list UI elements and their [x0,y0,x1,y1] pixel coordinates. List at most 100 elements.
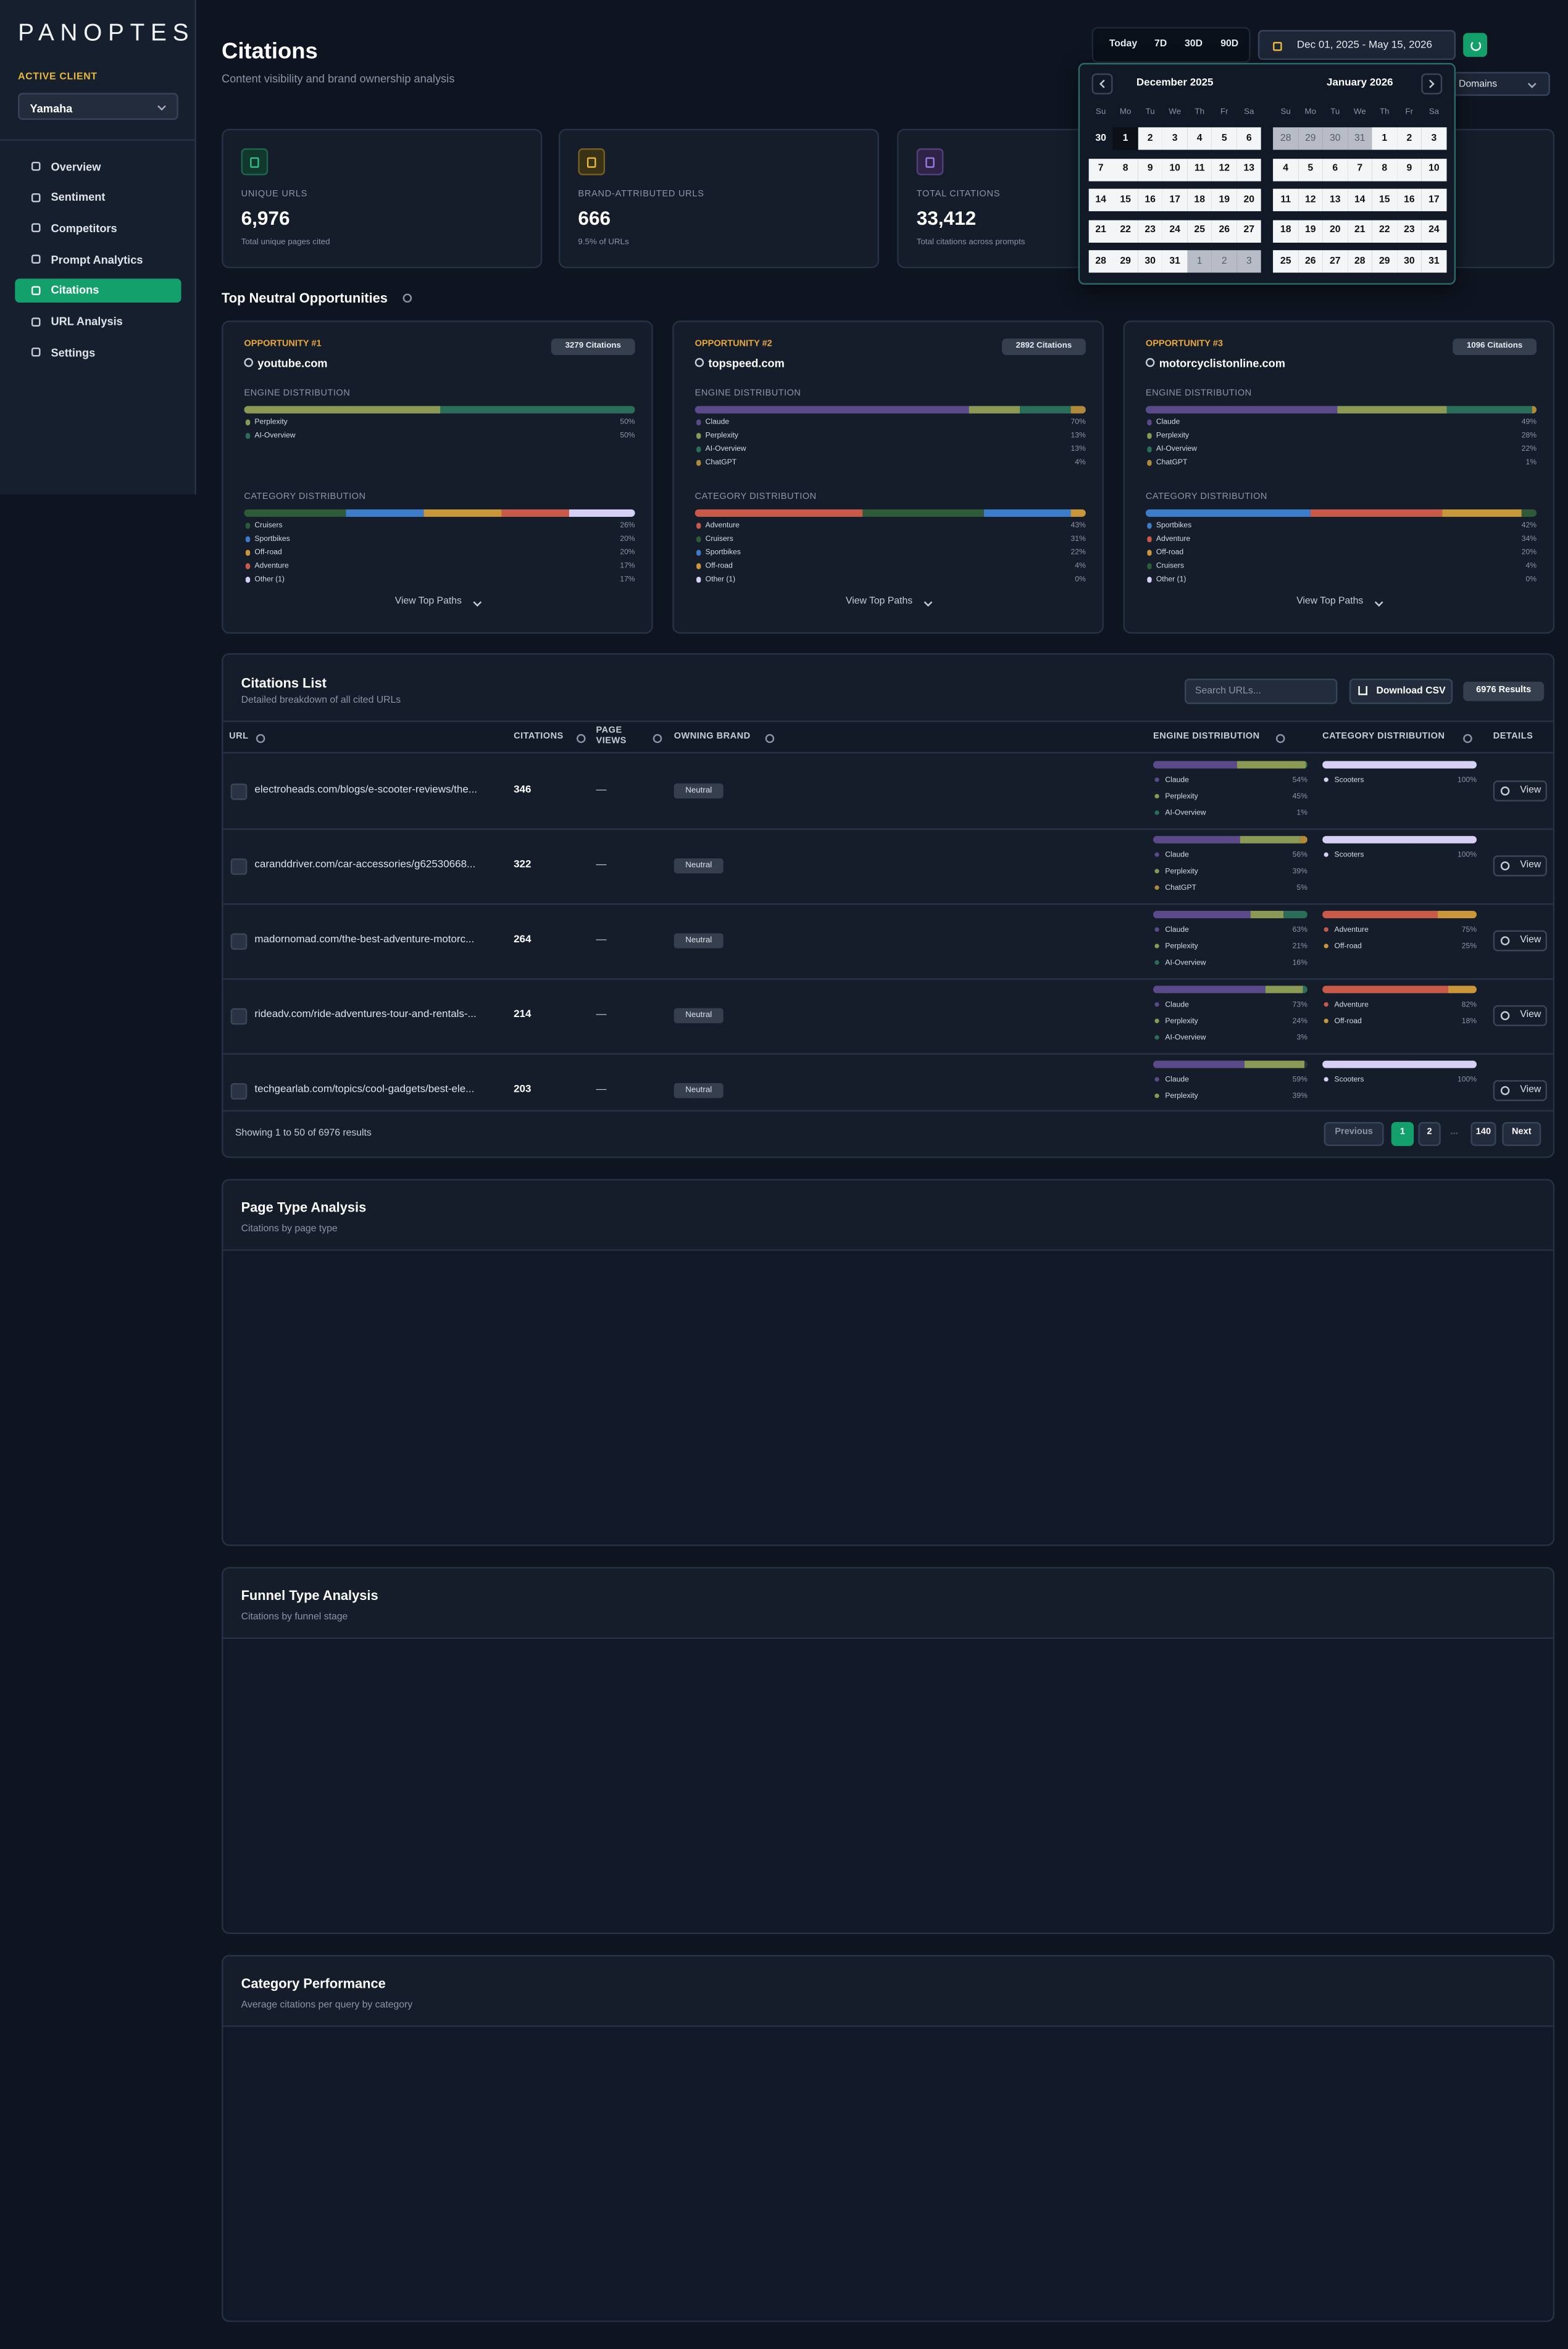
nav-item[interactable]: Competitors [15,216,181,240]
day-cell[interactable] [1113,189,1138,212]
day-cell[interactable] [1212,251,1237,274]
view-button[interactable] [1493,780,1548,802]
day-cell[interactable] [1113,127,1138,150]
day-cell[interactable] [1347,127,1372,150]
day-cell[interactable] [1138,158,1163,181]
day-cell[interactable] [1088,158,1114,181]
day-cell[interactable] [1273,158,1298,181]
day-cell[interactable] [1347,189,1372,212]
client-select[interactable]: Yamaha [18,93,178,120]
day-cell[interactable] [1298,220,1323,243]
day-cell[interactable] [1236,189,1262,212]
page-label[interactable]: Next [1512,1128,1532,1138]
day-cell[interactable] [1396,220,1422,243]
day-cell[interactable] [1138,251,1163,274]
search-box[interactable] [1184,678,1338,705]
day-cell[interactable] [1113,220,1138,243]
nav-item[interactable]: Citations [15,278,181,303]
day-cell[interactable] [1322,127,1348,150]
view-button[interactable] [1493,1005,1548,1026]
day-cell[interactable] [1396,189,1422,212]
day-cell[interactable] [1138,127,1163,150]
day-cell[interactable] [1421,251,1446,274]
day-cell[interactable] [1113,251,1138,274]
day-cell[interactable] [1162,220,1188,243]
day-cell[interactable] [1138,189,1163,212]
day-cell[interactable] [1236,127,1262,150]
day-cell[interactable] [1212,158,1237,181]
day-cell[interactable] [1236,251,1262,274]
day-cell[interactable] [1273,220,1298,243]
day-cell[interactable] [1273,189,1298,212]
day-cell[interactable] [1298,158,1323,181]
page-label[interactable]: 1 [1399,1128,1405,1138]
view-button[interactable] [1493,930,1548,952]
day-cell[interactable] [1187,189,1212,212]
day-cell[interactable] [1236,220,1262,243]
day-cell[interactable] [1162,127,1188,150]
page-button[interactable] [1391,1122,1414,1146]
day-cell[interactable] [1212,220,1237,243]
day-cell[interactable] [1322,251,1348,274]
day-cell[interactable] [1138,220,1163,243]
day-cell[interactable] [1347,251,1372,274]
url[interactable]: techgearlab.com/topics/cool-gadgets/best… [254,1084,475,1095]
day-cell[interactable] [1372,251,1397,274]
day-cell[interactable] [1212,189,1237,212]
day-cell[interactable] [1421,158,1446,181]
view-button[interactable] [1493,855,1548,877]
day-cell[interactable] [1322,158,1348,181]
nav-item[interactable]: Sentiment [15,185,181,209]
day-cell[interactable] [1162,158,1188,181]
next-button[interactable] [1421,73,1443,94]
day-cell[interactable] [1187,158,1212,181]
date-range[interactable]: Dec 01, 2025 - May 15, 2026 [1257,30,1456,61]
day-cell[interactable] [1322,189,1348,212]
refresh-button[interactable] [1463,33,1487,57]
view-top-paths[interactable]: View Top Paths [1296,596,1364,607]
day-cell[interactable] [1396,158,1422,181]
day-cell[interactable] [1273,127,1298,150]
day-cell[interactable] [1298,127,1323,150]
nav-item[interactable]: URL Analysis [15,309,181,333]
view-top-paths[interactable]: View Top Paths [394,596,462,607]
url[interactable]: madornomad.com/the-best-adventure-motorc… [254,934,475,945]
day-cell[interactable] [1162,189,1188,212]
day-cell[interactable] [1322,220,1348,243]
day-cell[interactable] [1372,158,1397,181]
page-button[interactable] [1324,1122,1384,1146]
day-cell[interactable] [1236,158,1262,181]
day-cell[interactable] [1421,220,1446,243]
url[interactable]: electroheads.com/blogs/e-scooter-reviews… [254,784,477,795]
day-cell[interactable] [1298,251,1323,274]
page-label[interactable]: 140 [1475,1128,1491,1138]
day-cell[interactable] [1421,189,1446,212]
day-cell[interactable] [1113,158,1138,181]
day-cell[interactable] [1088,220,1114,243]
nav-item[interactable]: Settings [15,340,181,364]
day-cell[interactable] [1396,251,1422,274]
page-button[interactable] [1418,1122,1441,1146]
day-cell[interactable] [1088,251,1114,274]
day-cell[interactable] [1372,127,1397,150]
day-cell[interactable] [1162,251,1188,274]
url[interactable]: caranddriver.com/car-accessories/g625306… [254,860,476,871]
day-cell[interactable] [1273,251,1298,274]
day-cell[interactable] [1212,127,1237,150]
range-button[interactable]: 7D [1154,39,1167,50]
day-cell[interactable] [1088,189,1114,212]
day-cell[interactable] [1298,189,1323,212]
day-cell[interactable] [1372,189,1397,212]
view-top-paths[interactable]: View Top Paths [845,596,913,607]
page-label[interactable]: 2 [1427,1128,1432,1138]
day-cell[interactable] [1421,127,1446,150]
page-button[interactable] [1470,1122,1496,1146]
page-button[interactable] [1502,1122,1541,1146]
day-cell[interactable] [1187,251,1212,274]
day-cell[interactable] [1372,220,1397,243]
url[interactable]: rideadv.com/ride-adventures-tour-and-ren… [254,1009,477,1020]
range-button[interactable]: 90D [1220,39,1239,50]
nav-item[interactable]: Prompt Analytics [15,248,181,272]
day-cell[interactable] [1396,127,1422,150]
day-cell[interactable] [1347,220,1372,243]
